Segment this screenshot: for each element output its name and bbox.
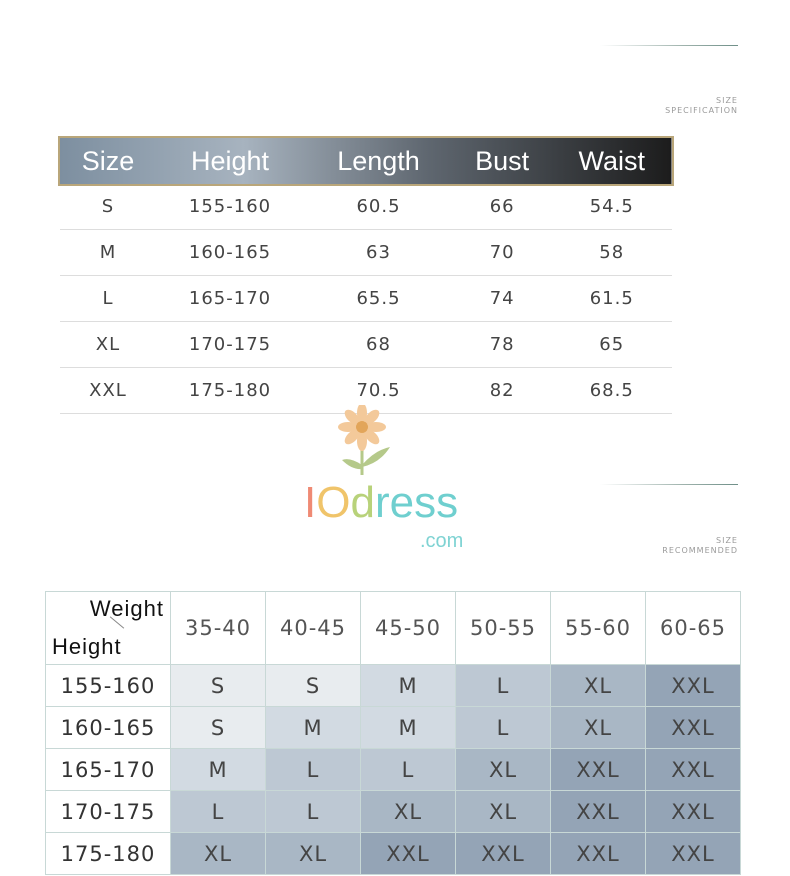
table-cell: 65	[551, 321, 672, 368]
size-cell: XL	[550, 706, 646, 749]
size-cell: XL	[550, 664, 646, 707]
height-row-header: 170-175	[45, 790, 171, 833]
table-cell: 68	[304, 321, 453, 368]
table-cell: 63	[304, 229, 453, 276]
table-row: 155-160 S S M L XL XXL	[45, 664, 741, 707]
table-row: M 160-165 63 70 58	[60, 229, 672, 276]
size-specification-table: Size Height Length Bust Waist S 155-160 60.5 66 5…	[58, 136, 674, 414]
size-cell: XL	[170, 832, 266, 875]
weight-header: 35-40	[170, 591, 266, 665]
size-cell: XXL	[455, 832, 551, 875]
column-header: Waist	[578, 145, 645, 176]
table-cell: L	[60, 275, 156, 322]
table-row: XL 170-175 68 78 65	[60, 321, 672, 368]
size-cell: XXL	[645, 706, 741, 749]
weight-label: Weight	[89, 596, 164, 621]
table-row: 165-170 M L L XL XXL XXL	[45, 748, 741, 791]
table-cell: XL	[60, 321, 156, 368]
column-header: Bust	[475, 145, 530, 176]
table-cell: 61.5	[551, 275, 672, 322]
table-cell: 155-160	[155, 184, 305, 230]
section-label-recommended: SIZE RECOMMENDED	[662, 536, 738, 556]
size-recommendation-table: Weight Height 35-40 40-45 45-50 50-55 55-60 60-…	[45, 591, 741, 875]
size-cell: XXL	[645, 748, 741, 791]
table-row: 170-175 L L XL XL XXL XXL	[45, 790, 741, 833]
size-cell: XL	[265, 832, 361, 875]
size-cell: L	[455, 706, 551, 749]
table-cell: 65.5	[304, 275, 453, 322]
weight-header: 55-60	[550, 591, 646, 665]
column-header: Length	[337, 145, 420, 176]
size-cell: L	[265, 748, 361, 791]
section-label-spec: SIZE SPECIFICATION	[665, 96, 738, 116]
size-cell: L	[455, 664, 551, 707]
watermark-text: IOdress	[304, 478, 458, 527]
size-cell: XXL	[550, 832, 646, 875]
size-cell: XXL	[645, 832, 741, 875]
size-cell: XL	[455, 748, 551, 791]
table-row: L 165-170 65.5 74 61.5	[60, 275, 672, 322]
height-row-header: 165-170	[45, 748, 171, 791]
label-line: SIZE	[716, 536, 738, 545]
table-cell: 58	[551, 229, 672, 276]
height-label: Height	[52, 634, 122, 659]
table-cell: S	[60, 184, 156, 230]
column-header: Size	[81, 145, 135, 176]
table-cell: M	[60, 229, 156, 276]
size-cell: S	[170, 664, 266, 707]
size-cell: M	[360, 664, 456, 707]
size-cell: S	[265, 664, 361, 707]
watermark-domain: .com	[420, 530, 463, 552]
table-row: S 155-160 60.5 66 54.5	[60, 184, 672, 230]
column-header: Height	[190, 145, 270, 176]
table-row: 160-165 S M M L XL XXL	[45, 706, 741, 749]
height-row-header: 175-180	[45, 832, 171, 875]
label-line: SIZE	[716, 96, 738, 105]
table-cell: 70.5	[304, 367, 453, 414]
table-cell: 170-175	[155, 321, 305, 368]
weight-header: 60-65	[645, 591, 741, 665]
size-cell: M	[360, 706, 456, 749]
table-cell: 66	[452, 184, 552, 230]
watermark-logo: IOdress .com	[304, 405, 463, 552]
table-cell: 74	[452, 275, 552, 322]
table-cell: 70	[452, 229, 552, 276]
divider-line	[600, 484, 738, 485]
table-cell: 160-165	[155, 229, 305, 276]
size-cell: S	[170, 706, 266, 749]
label-line: SPECIFICATION	[665, 106, 738, 115]
table-cell: 54.5	[551, 184, 672, 230]
table-cell: 60.5	[304, 184, 453, 230]
height-row-header: 155-160	[45, 664, 171, 707]
table-cell: 82	[452, 367, 552, 414]
weight-header: 50-55	[455, 591, 551, 665]
size-cell: XXL	[360, 832, 456, 875]
table-cell: 78	[452, 321, 552, 368]
weight-header: 45-50	[360, 591, 456, 665]
size-cell: XL	[360, 790, 456, 833]
size-cell: M	[170, 748, 266, 791]
label-line: RECOMMENDED	[662, 546, 738, 555]
divider-line	[600, 45, 738, 46]
weight-header: 40-45	[265, 591, 361, 665]
table-cell: 175-180	[155, 367, 305, 414]
table-cell: 165-170	[155, 275, 305, 322]
size-cell: M	[265, 706, 361, 749]
size-cell: XL	[455, 790, 551, 833]
table-cell: 68.5	[551, 367, 672, 414]
table-row: 175-180 XL XL XXL XXL XXL XXL	[45, 832, 741, 875]
size-cell: XXL	[550, 790, 646, 833]
corner-header: Weight Height	[45, 591, 171, 665]
size-cell: XXL	[645, 664, 741, 707]
size-cell: XXL	[645, 790, 741, 833]
table-row: XXL 175-180 70.5 82 68.5	[60, 367, 672, 414]
height-row-header: 160-165	[45, 706, 171, 749]
size-cell: XXL	[550, 748, 646, 791]
size-cell: L	[360, 748, 456, 791]
size-cell: L	[265, 790, 361, 833]
table-cell: XXL	[60, 367, 156, 414]
size-cell: L	[170, 790, 266, 833]
